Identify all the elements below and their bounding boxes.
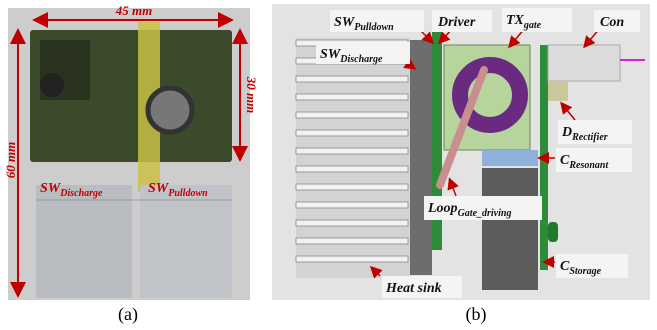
label-main: SW	[148, 181, 170, 196]
label-main: Heat sink	[385, 281, 442, 296]
label-main: Loop	[427, 201, 458, 216]
label-sub: Discharge	[59, 188, 103, 199]
label: Driver	[437, 15, 476, 30]
label-sub: Gate_driving	[458, 208, 512, 219]
label-sub: Storage	[569, 266, 601, 277]
label-main: Driver	[437, 15, 476, 30]
label-sub: Discharge	[339, 54, 383, 65]
label-sub: Resonant	[568, 160, 609, 171]
caption: (b)	[466, 304, 487, 325]
dimension-label: 30 mm	[244, 76, 259, 113]
label: Heat sink	[385, 281, 442, 296]
label: Con	[600, 15, 624, 30]
label-main: TX	[506, 13, 525, 28]
page: {"panel_a": {"caption": "(a)", "dimensio…	[0, 0, 657, 330]
label-sub: Pulldown	[168, 188, 208, 199]
caption: (a)	[118, 304, 138, 325]
label-main: SW	[320, 47, 342, 62]
label-main: SW	[40, 181, 62, 196]
label-main: SW	[334, 15, 356, 30]
figure: 45 mm 60 mm 30 mm SWDischarge SWPulldown…	[0, 0, 657, 330]
label-main: D	[561, 125, 572, 140]
label-sub: Pulldown	[354, 22, 394, 33]
photo	[8, 8, 250, 300]
dimension-label: 60 mm	[3, 142, 18, 178]
label-sub: gate	[523, 20, 542, 31]
label-sub: Rectifier	[571, 132, 608, 143]
label-main: Con	[600, 15, 624, 30]
dimension-label: 45 mm	[115, 3, 152, 18]
